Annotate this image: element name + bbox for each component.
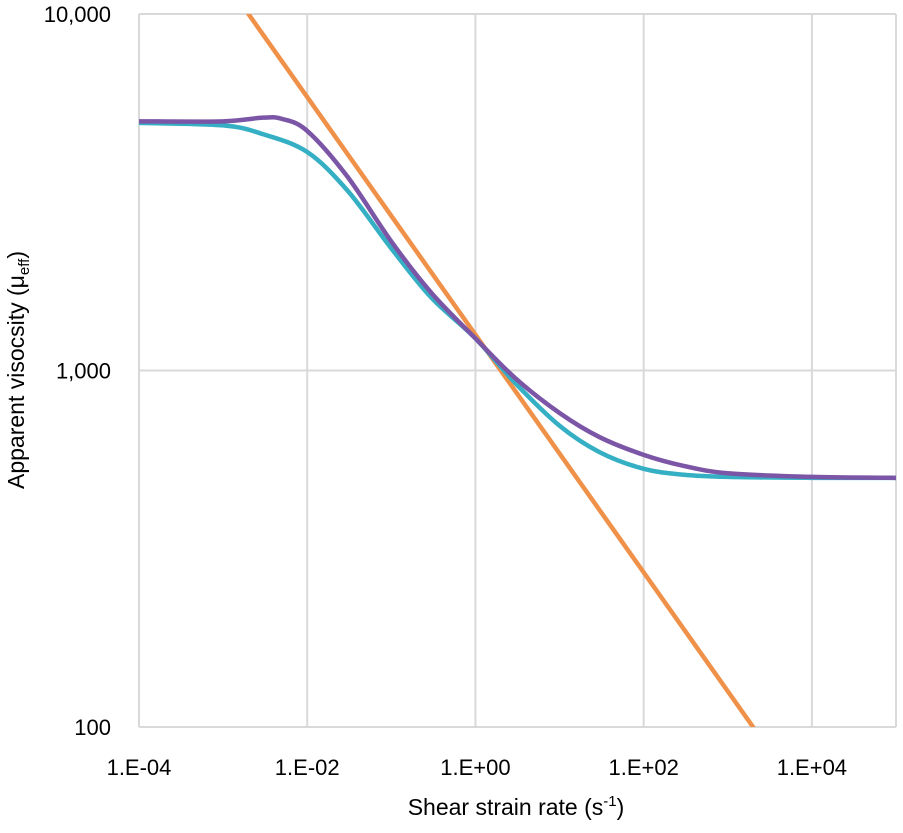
y-axis-title-close: ) <box>3 251 29 259</box>
x-axis-title-main: Shear strain rate (s <box>408 794 604 820</box>
x-tick-label: 1.E+02 <box>608 755 678 780</box>
series-group <box>139 14 896 727</box>
tick-labels: 1.E-04 1.E-02 1.E+00 1.E+02 1.E+04 100 1,000 10… <box>44 2 847 780</box>
y-axis-title: Apparent visocsity (μeff) <box>3 251 33 489</box>
series-line-1 <box>246 14 756 727</box>
x-axis-title-close: ) <box>617 794 625 820</box>
x-tick-label: 1.E-04 <box>107 755 172 780</box>
y-tick-label: 10,000 <box>44 2 111 27</box>
x-axis-title-sup: -1 <box>603 793 616 810</box>
x-tick-label: 1.E+00 <box>440 755 510 780</box>
x-tick-label: 1.E-02 <box>275 755 340 780</box>
y-axis-title-main: Apparent visocsity (μ <box>3 275 29 489</box>
y-tick-label: 100 <box>74 715 111 740</box>
y-axis-title-sub: eff <box>16 258 33 275</box>
x-axis-title: Shear strain rate (s-1) <box>408 793 625 820</box>
x-tick-label: 1.E+04 <box>777 755 847 780</box>
series-line-3 <box>139 115 896 481</box>
y-tick-label: 1,000 <box>56 359 111 384</box>
series-line-2 <box>139 120 896 481</box>
